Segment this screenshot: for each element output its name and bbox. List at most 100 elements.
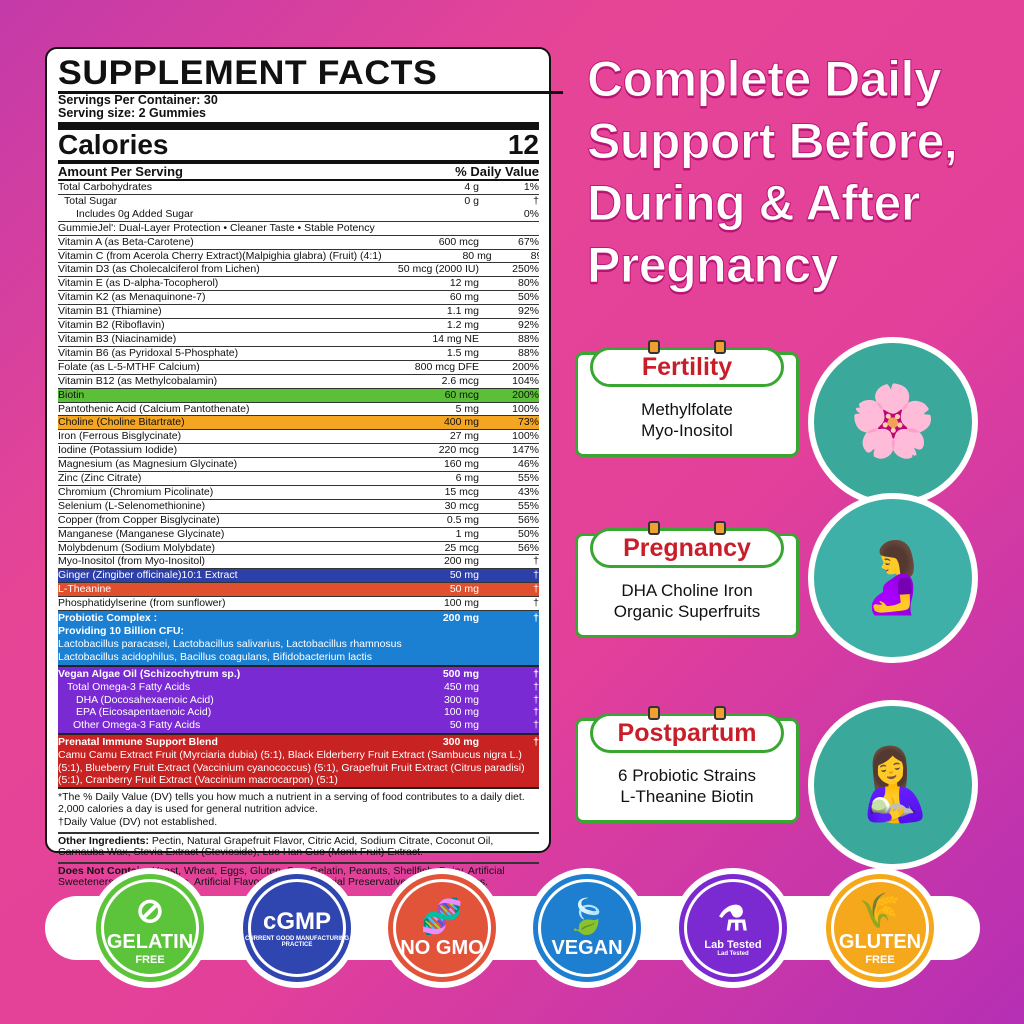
nutrient-row: Includes 0g Added Sugar 0% [58,208,539,222]
stage-title: Pregnancy [590,521,784,568]
nutrient-daily-value: 80% [517,277,539,290]
nutrient-name: Vitamin D3 (as Cholecalciferol from Lich… [58,263,260,276]
supplement-facts-panel: SUPPLEMENT FACTS Servings Per Container:… [45,47,564,888]
badge-ring [831,879,929,977]
nutrient-amount: 0 g [464,194,479,207]
nutrient-amount: 400 mg [443,416,479,429]
nutrient-daily-value [479,625,539,638]
nutrient-amount: 14 mg NE [432,332,479,345]
nutrient-amount: 100 mg [443,597,479,610]
badge-label: Lad Tested [717,951,749,957]
nutrient-amount: 5 mg [455,402,479,415]
nutrient-row: Vitamin B6 (as Pyridoxal 5-Phosphate) 1.5… [58,347,539,361]
badge-cgmp: cGMP CURRENT GOOD MANUFACTURING PRACTICE [237,868,357,988]
nutrient-name: L-Theanine [58,583,112,596]
nutrient-amount: 800 mcg DFE [414,360,479,373]
badge-ring [684,879,782,977]
nutrient-name: Includes 0g Added Sugar [76,207,194,220]
nutrient-daily-value: 88% [517,346,539,359]
calories-row: Calories 12 [58,130,539,164]
stage-line: Methylfolate [641,400,733,419]
nutrient-amount: 6 mg [455,472,479,485]
nutrient-daily-value: 46% [517,458,539,471]
nutrient-daily-value: 56% [517,513,539,526]
badge-lab-tested: ⚗ Lab Tested Lad Tested [673,868,793,988]
headline-line: Support Before, [587,113,959,170]
nutrient-row: Manganese (Manganese Glycinate) 1 mg 50% [58,528,539,542]
nutrient-amount: 300 mg [443,693,479,706]
nutrient-amount [402,638,512,651]
calories-value: 12 [507,129,539,160]
blend-block: Probiotic Complex : 200 mg † Providing 10 B… [58,611,539,667]
badge-label: GLUTEN [838,930,922,953]
stage-card-pregnancy: Pregnancy DHA Choline Iron Organic Superfr… [575,521,799,638]
nutrient-row: Probiotic Complex : 200 mg † [58,612,539,625]
nutrient-name: Zinc (Zinc Citrate) [58,472,142,485]
pregnant-woman-icon: 🤰 [808,493,978,663]
blend-block: Prenatal Immune Support Blend 300 mg † Camu… [58,735,539,790]
other-ingredients-text: Pectin, Natural Grapefruit Flavor, Citri… [58,834,494,859]
nutrient-amount: 60 mcg [444,388,479,401]
nutrient-daily-value: † [533,612,539,625]
badge-label: cGMP [262,908,331,935]
nutrient-row: Vitamin K2 (as Menaquinone-7) 60 mg 50% [58,291,539,306]
nutrient-name: Iodine (Potassium Iodide) [58,444,178,457]
other-ingredients: Other Ingredients: Pectin, Natural Grape… [58,831,539,860]
nutrient-name: EPA (Eicosapentaenoic Acid) [76,706,212,719]
daily-value-header: % Daily Value [455,164,539,179]
nutrient-row: Choline (Choline Bitartrate) 400 mg 73% [58,416,539,431]
nutrient-daily-value: † [533,706,539,719]
nutrient-row: Chromium (Chromium Picolinate) 15 mcg 43% [58,486,539,500]
nutrient-name: Lactobacillus acidophilus, Bacillus coag… [58,650,373,663]
nutrient-name: Total Omega-3 Fatty Acids [67,680,191,693]
nutrient-row: Biotin 60 mcg 200% [58,388,539,403]
nutrient-amount [369,208,479,221]
nutrient-amount: 200 mg [442,612,479,625]
nutrient-amount: 2.6 mcg [441,374,479,387]
nutrient-name: Providing 10 Billion CFU: [58,625,185,637]
nutrient-daily-value: † [533,194,539,207]
nutrient-amount: 300 mg [442,736,479,749]
nutrient-daily-value: 55% [517,499,539,512]
nutrient-name: Probiotic Complex : [58,612,158,625]
nutrient-name: Folate (as L-5-MTHF Calcium) [58,360,200,373]
tag-pin-icon [648,340,660,354]
nutrient-amount: 12 mg [449,277,479,290]
headline: Complete Daily Support Before, During & … [587,48,1007,296]
nutrient-name: Iron (Ferrous Bisglycinate) [58,430,182,443]
dv-footnote: *The % Daily Value (DV) tells you how mu… [58,791,525,815]
nutrient-row: Vitamin B3 (Niacinamide) 14 mg NE 88% [58,333,539,347]
calories-label: Calories [58,129,169,160]
gummiejel-note: GummieJel': Dual-Layer Protection • Clea… [58,221,375,234]
nutrient-row: DHA (Docosahexaenoic Acid) 300 mg † [58,694,539,707]
nutrient-amount: 1.1 mg [446,305,479,318]
nutrient-daily-value: 92% [517,319,539,332]
nutrient-row: Ginger (Zingiber officinale)10:1 Extract… [58,569,539,584]
nutrient-row: Phosphatidylserine (from sunflower) 100 m… [58,597,539,612]
nutrient-daily-value: 0% [523,207,539,220]
nutrient-amount: 50 mg [449,583,479,596]
panel-title: SUPPLEMENT FACTS [58,55,564,94]
nutrient-amount: 220 mcg [438,444,479,457]
nutrient-name: Vitamin B2 (Riboflavin) [58,319,165,332]
nutrient-row: L-Theanine 50 mg † [58,583,539,598]
nutrient-daily-value: † [533,693,539,706]
nutrient-row: Copper (from Copper Bisglycinate) 0.5 mg 5… [58,514,539,528]
nutrient-amount: 60 mg [449,291,479,304]
tag-pin-icon [648,706,660,720]
nutrient-daily-value: † [533,569,539,582]
amount-per-serving-label: Amount Per Serving [58,164,183,179]
nutrient-name: Vitamin B3 (Niacinamide) [58,332,177,345]
other-ingredients-label: Other Ingredients: [58,834,150,847]
nutrient-name: Prenatal Immune Support Blend [58,736,218,749]
mother-with-baby-icon: 🤱 [808,700,978,870]
nutrient-daily-value: † [533,736,539,749]
nutrient-name: Ginger (Zingiber officinale)10:1 Extract [58,569,238,582]
nutrient-daily-value [482,651,539,664]
nutrient-name: Other Omega-3 Fatty Acids [73,719,201,732]
nutrient-row: Folate (as L-5-MTHF Calcium) 800 mcg DFE 2… [58,361,539,375]
nutrient-daily-value: † [533,719,539,732]
nutrient-amount: 4 g [464,181,479,193]
stage-line: L-Theanine Biotin [620,787,754,806]
nutrient-row: Lactobacillus paracasei, Lactobacillus s… [58,638,539,651]
